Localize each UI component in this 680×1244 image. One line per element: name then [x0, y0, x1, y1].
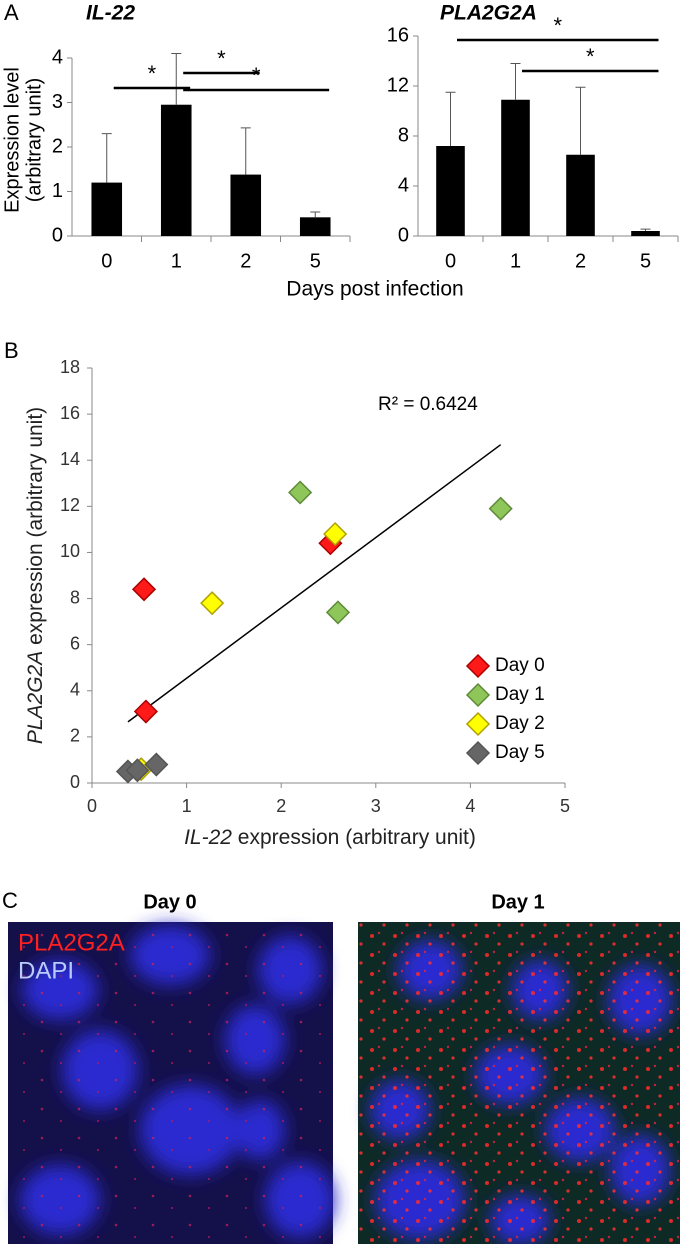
legend-marker: [465, 682, 491, 708]
x-axis-label-part: expression (arbitrary unit): [232, 826, 476, 849]
y-tick-label: 8: [70, 587, 80, 607]
x-tick-label: 0: [87, 796, 97, 816]
chart-title: IL-22: [86, 2, 135, 25]
y-tick-label: 0: [70, 772, 80, 792]
bar: [501, 99, 530, 236]
scatter-point: [200, 591, 225, 616]
legend-marker: [465, 653, 491, 679]
image-title: Day 0: [143, 891, 196, 913]
legend-label: Day 0: [495, 655, 545, 676]
bar: [230, 174, 262, 236]
y-axis-label: (arbitrary unit): [23, 78, 45, 202]
y-axis-label: PLA2G2A expression (arbitrary unit): [24, 407, 47, 744]
error-bar: [445, 91, 456, 146]
legend-label: Day 1: [495, 684, 545, 705]
y-tick-label: 16: [60, 403, 80, 423]
legend-marker: [465, 711, 491, 737]
error-bar: [640, 228, 651, 231]
r-squared: R² = 0.6424: [378, 394, 478, 415]
scatter-point: [144, 752, 169, 777]
stain-label: PLA2G2A: [18, 929, 125, 956]
trendline: [127, 444, 502, 723]
x-tick-label: 4: [465, 796, 475, 816]
y-tick-label: 10: [60, 541, 80, 561]
y-tick-label: 4: [398, 174, 409, 196]
error-bar: [101, 133, 112, 183]
y-tick-label: 4: [52, 46, 63, 68]
x-tick-label: 0: [101, 250, 112, 272]
significance-label: *: [252, 63, 261, 88]
x-axis-label: Days post infection: [286, 278, 463, 301]
x-tick-label: 2: [240, 250, 251, 272]
y-tick-label: 18: [60, 357, 80, 377]
y-tick-label: 3: [52, 91, 63, 113]
scatter-point: [323, 521, 348, 547]
x-axis-label: IL-22 expression (arbitrary unit): [184, 826, 476, 849]
significance-label: *: [217, 46, 226, 71]
y-tick-label: 0: [398, 224, 409, 246]
panel-label: B: [4, 338, 19, 363]
x-tick-label: 1: [510, 250, 521, 272]
y-tick-label: 8: [398, 124, 409, 146]
error-bar: [240, 127, 251, 175]
y-tick-label: 2: [70, 726, 80, 746]
panel-label: C: [2, 888, 18, 913]
y-tick-label: 2: [52, 135, 63, 157]
bar: [160, 104, 192, 236]
y-axis-label-part: PLA2G2A: [24, 651, 47, 744]
image-title: Day 1: [491, 891, 544, 913]
error-bar: [575, 86, 586, 155]
scatter-point: [288, 480, 313, 505]
chart-title: PLA2G2A: [440, 2, 537, 25]
y-axis-label: Expression level: [1, 67, 23, 213]
legend-marker: [465, 740, 491, 766]
scatter-point: [488, 496, 513, 521]
y-tick-label: 1: [52, 180, 63, 202]
stain-label: DAPI: [18, 957, 74, 984]
y-tick-label: 16: [387, 24, 409, 46]
x-tick-label: 1: [171, 250, 182, 272]
scatter-point: [125, 758, 150, 783]
bar: [631, 231, 660, 236]
bar: [566, 154, 595, 236]
y-tick-label: 12: [60, 495, 80, 515]
significance-label: *: [586, 44, 595, 69]
y-tick-label: 6: [70, 633, 80, 653]
y-tick-label: 4: [70, 680, 80, 700]
x-tick-label: 0: [445, 250, 456, 272]
legend-label: Day 2: [495, 713, 545, 734]
y-tick-label: 12: [387, 74, 409, 96]
scatter-point: [325, 600, 351, 625]
error-bar: [310, 211, 321, 218]
x-tick-label: 5: [560, 796, 570, 816]
scatter-point: [133, 699, 158, 724]
bar: [299, 217, 331, 236]
x-tick-label: 1: [182, 796, 192, 816]
x-tick-label: 5: [310, 250, 321, 272]
significance-label: *: [553, 13, 562, 38]
error-bar: [171, 53, 182, 105]
y-axis-label-part: expression (arbitrary unit): [24, 407, 47, 651]
y-tick-label: 0: [52, 224, 63, 246]
x-tick-label: 2: [276, 796, 286, 816]
y-tick-label: 14: [60, 449, 80, 469]
error-bar: [510, 63, 521, 100]
scatter-point: [131, 577, 157, 602]
micrograph: [358, 922, 680, 1244]
significance-label: *: [148, 61, 157, 86]
x-axis-label-part: IL-22: [184, 826, 232, 849]
bar: [91, 182, 123, 236]
x-tick-label: 2: [575, 250, 586, 272]
x-tick-label: 5: [640, 250, 651, 272]
x-tick-label: 3: [371, 796, 381, 816]
panel-label: A: [4, 0, 19, 25]
micrograph: [8, 922, 335, 1244]
legend-label: Day 5: [495, 742, 545, 763]
bar: [436, 146, 465, 236]
